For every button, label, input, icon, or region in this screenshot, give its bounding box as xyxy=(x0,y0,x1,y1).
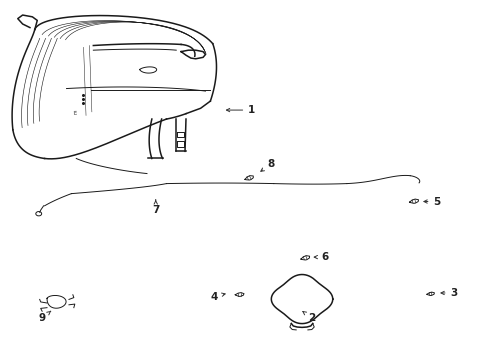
Text: 3: 3 xyxy=(440,288,457,298)
Text: 2: 2 xyxy=(302,311,315,323)
Text: 6: 6 xyxy=(314,252,328,262)
Text: 4: 4 xyxy=(210,292,224,302)
Text: 9: 9 xyxy=(39,311,51,323)
Text: 8: 8 xyxy=(260,159,274,171)
Text: E: E xyxy=(73,111,77,116)
Text: 1: 1 xyxy=(226,105,255,115)
Text: 7: 7 xyxy=(152,200,159,216)
Text: 5: 5 xyxy=(423,197,440,207)
